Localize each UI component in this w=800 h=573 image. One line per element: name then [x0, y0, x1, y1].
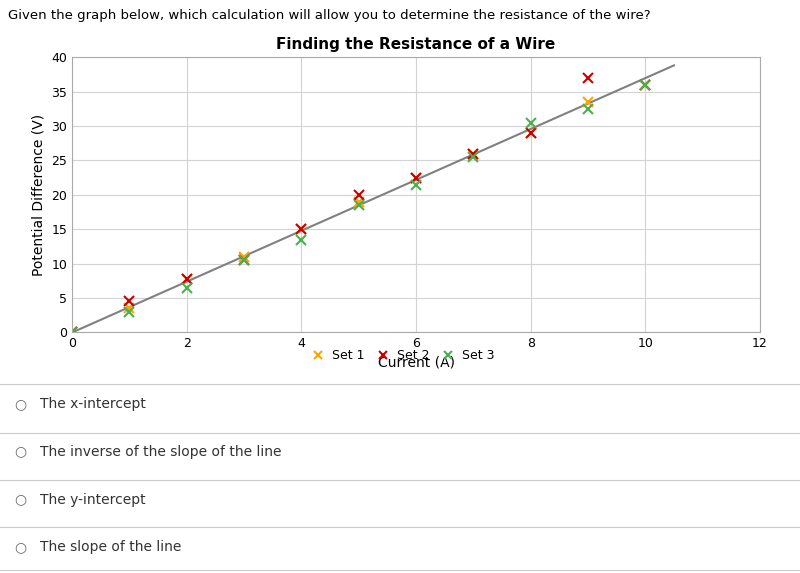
Legend: Set 1, Set 2, Set 3: Set 1, Set 2, Set 3: [301, 344, 499, 367]
Title: Finding the Resistance of a Wire: Finding the Resistance of a Wire: [276, 37, 556, 52]
Text: The slope of the line: The slope of the line: [40, 540, 182, 554]
Text: The y-intercept: The y-intercept: [40, 493, 146, 507]
Text: ○: ○: [14, 397, 26, 411]
Text: ○: ○: [14, 445, 26, 458]
Text: Given the graph below, which calculation will allow you to determine the resista: Given the graph below, which calculation…: [8, 9, 650, 22]
Text: The x-intercept: The x-intercept: [40, 397, 146, 411]
Text: ○: ○: [14, 493, 26, 507]
Y-axis label: Potential Difference (V): Potential Difference (V): [32, 114, 46, 276]
X-axis label: Current (A): Current (A): [378, 356, 454, 370]
Text: The inverse of the slope of the line: The inverse of the slope of the line: [40, 445, 282, 458]
Text: ○: ○: [14, 540, 26, 554]
